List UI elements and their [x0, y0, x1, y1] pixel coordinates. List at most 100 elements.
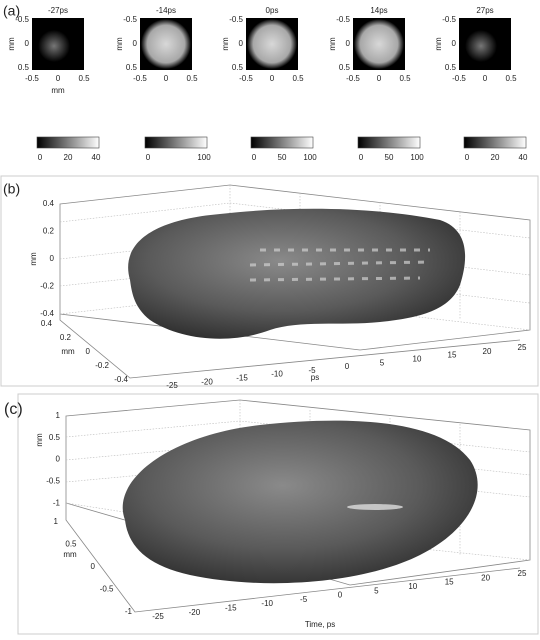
z-tick-label: 0.5: [49, 433, 61, 442]
y-axis-label: mm: [221, 37, 230, 51]
x-tick-label: 0: [338, 591, 343, 600]
y-tick-label: -0.5: [442, 15, 456, 24]
image-spot: [247, 19, 297, 69]
frame-title: -27ps: [48, 6, 68, 15]
x-tick-label: -0.5: [239, 74, 253, 83]
y-tick-label: -0.2: [95, 361, 109, 370]
z-axis-label: mm: [29, 252, 38, 266]
z-tick-label: 1: [56, 411, 61, 420]
z-tick-label: 0.2: [43, 227, 55, 236]
panel-b-axes: [59, 184, 531, 379]
x-tick-label: 0: [345, 362, 350, 371]
panel-label: (c): [4, 401, 23, 418]
x-tick-label: -25: [152, 612, 164, 621]
x-tick-label: 0.5: [292, 74, 304, 83]
x-tick-label: -10: [271, 370, 283, 379]
z-tick-label: 0: [56, 455, 61, 464]
x-tick-label: 20: [481, 573, 490, 582]
y-tick-label: 1: [54, 517, 59, 526]
z-tick-label: 0: [50, 254, 55, 263]
y-tick-label: 0.5: [65, 540, 77, 549]
panel-label: (b): [3, 181, 20, 197]
y-tick-label: 0.5: [126, 63, 138, 72]
y-axis-label: mm: [63, 550, 77, 559]
panel-b-border: [0, 175, 539, 387]
colorbar: [357, 136, 421, 149]
colorbar-tick-label: 50: [385, 153, 394, 162]
x-tick-label: 15: [445, 578, 454, 587]
x-tick-label: 25: [518, 343, 527, 352]
y-tick-label: 0: [452, 39, 457, 48]
colorbar-tick-label: 40: [519, 153, 528, 162]
colorbar: [144, 136, 208, 149]
y-axis-label: mm: [328, 37, 337, 51]
z-tick-label: -1: [53, 498, 61, 507]
x-tick-label: 5: [380, 358, 385, 367]
y-tick-label: -0.5: [229, 15, 243, 24]
x-tick-label: 10: [408, 582, 417, 591]
surface: [122, 420, 478, 584]
x-tick-label: -5: [308, 366, 316, 375]
image-spot: [38, 24, 78, 64]
y-tick-label: -0.5: [336, 15, 350, 24]
x-tick-label: -0.5: [452, 74, 466, 83]
x-tick-label: -20: [189, 608, 201, 617]
x-tick-label: 0.5: [78, 74, 90, 83]
panel-c-axes: [65, 399, 531, 613]
x-tick-label: 25: [518, 569, 527, 578]
y-tick-label: 0: [25, 39, 30, 48]
colorbar-tick-label: 100: [197, 153, 211, 162]
x-tick-label: 0.5: [186, 74, 198, 83]
colorbar-tick-label: 40: [92, 153, 101, 162]
x-tick-label: 0: [56, 74, 61, 83]
y-tick-label: 0: [239, 39, 244, 48]
x-tick-label: -15: [236, 374, 248, 383]
y-tick-label: 0.2: [60, 333, 72, 342]
x-tick-label: -0.5: [133, 74, 147, 83]
x-tick-label: 0.5: [505, 74, 517, 83]
image-spot: [465, 24, 505, 64]
y-tick-label: 0.5: [232, 63, 244, 72]
panel-label: (a): [3, 3, 20, 19]
panel-c-border: [17, 393, 539, 635]
surface: [128, 208, 466, 339]
colorbar: [463, 136, 527, 149]
x-axis-label: Time, ps: [305, 620, 335, 629]
x-tick-label: 0: [377, 74, 382, 83]
x-tick-label: 0: [483, 74, 488, 83]
x-tick-label: 0: [164, 74, 169, 83]
x-tick-label: -15: [225, 604, 237, 613]
z-tick-label: -0.5: [46, 477, 60, 486]
x-tick-label: 20: [483, 347, 492, 356]
y-axis-label: mm: [115, 37, 124, 51]
x-tick-label: -25: [166, 381, 178, 390]
x-tick-label: 0.5: [399, 74, 411, 83]
y-tick-label: 0: [133, 39, 138, 48]
image-spot: [141, 19, 191, 69]
y-tick-label: -0.4: [114, 375, 128, 384]
image-spot: [354, 19, 404, 69]
y-tick-label: 0.5: [339, 63, 351, 72]
colorbar: [36, 136, 100, 149]
colorbar-tick-label: 20: [491, 153, 500, 162]
y-axis-label: mm: [7, 37, 16, 51]
colorbar-tick-label: 50: [278, 153, 287, 162]
colorbar-tick-label: 0: [38, 153, 43, 162]
y-tick-label: -0.5: [100, 585, 114, 594]
colorbar-tick-label: 0: [465, 153, 470, 162]
y-tick-label: 0: [91, 562, 96, 571]
y-tick-label: 0.4: [41, 319, 53, 328]
x-tick-label: -0.5: [346, 74, 360, 83]
x-tick-label: -10: [261, 599, 273, 608]
x-tick-label: 15: [448, 351, 457, 360]
colorbar-tick-label: 100: [410, 153, 424, 162]
y-tick-label: 0: [346, 39, 351, 48]
colorbar-tick-label: 100: [303, 153, 317, 162]
y-tick-label: -0.5: [123, 15, 137, 24]
frame-title: 0ps: [266, 6, 279, 15]
z-tick-label: -0.2: [40, 282, 54, 291]
x-tick-label: -5: [300, 595, 308, 604]
z-tick-label: -0.4: [40, 309, 54, 318]
frame-title: 14ps: [370, 6, 387, 15]
